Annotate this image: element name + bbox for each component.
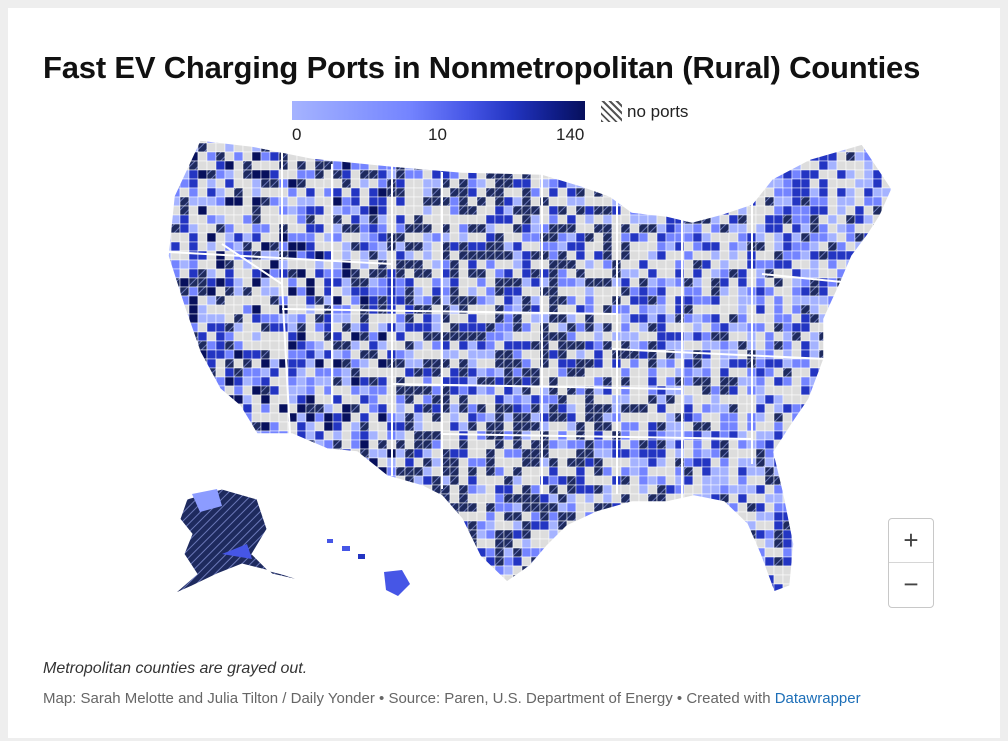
zoom-in-button[interactable]: +	[903, 525, 919, 555]
hawaii-region	[327, 539, 410, 596]
map-note: Metropolitan counties are grayed out.	[43, 660, 308, 677]
legend-tick-140: 140	[556, 125, 585, 144]
legend-gradient-bar	[292, 101, 585, 120]
no-ports-swatch	[601, 101, 622, 122]
alaska-region	[173, 488, 308, 595]
legend-tick-10: 10	[428, 125, 447, 144]
chart-title: Fast EV Charging Ports in Nonmetropolita…	[43, 50, 921, 85]
map-credit: Map: Sarah Melotte and Julia Tilton / Da…	[43, 690, 861, 707]
us-outline	[167, 139, 893, 593]
zoom-control: + −	[888, 518, 934, 608]
state-borders	[168, 152, 863, 499]
credit-text: Map: Sarah Melotte and Julia Tilton / Da…	[43, 690, 775, 707]
zoom-divider	[889, 562, 933, 563]
color-legend: 0 10 140 no ports	[292, 101, 722, 151]
zoom-out-button[interactable]: −	[903, 569, 919, 599]
contiguous-us-counties	[168, 140, 892, 592]
us-county-map[interactable]	[162, 134, 902, 604]
legend-tick-0: 0	[292, 125, 302, 144]
no-ports-label: no ports	[627, 102, 689, 121]
datawrapper-link[interactable]: Datawrapper	[774, 690, 861, 707]
